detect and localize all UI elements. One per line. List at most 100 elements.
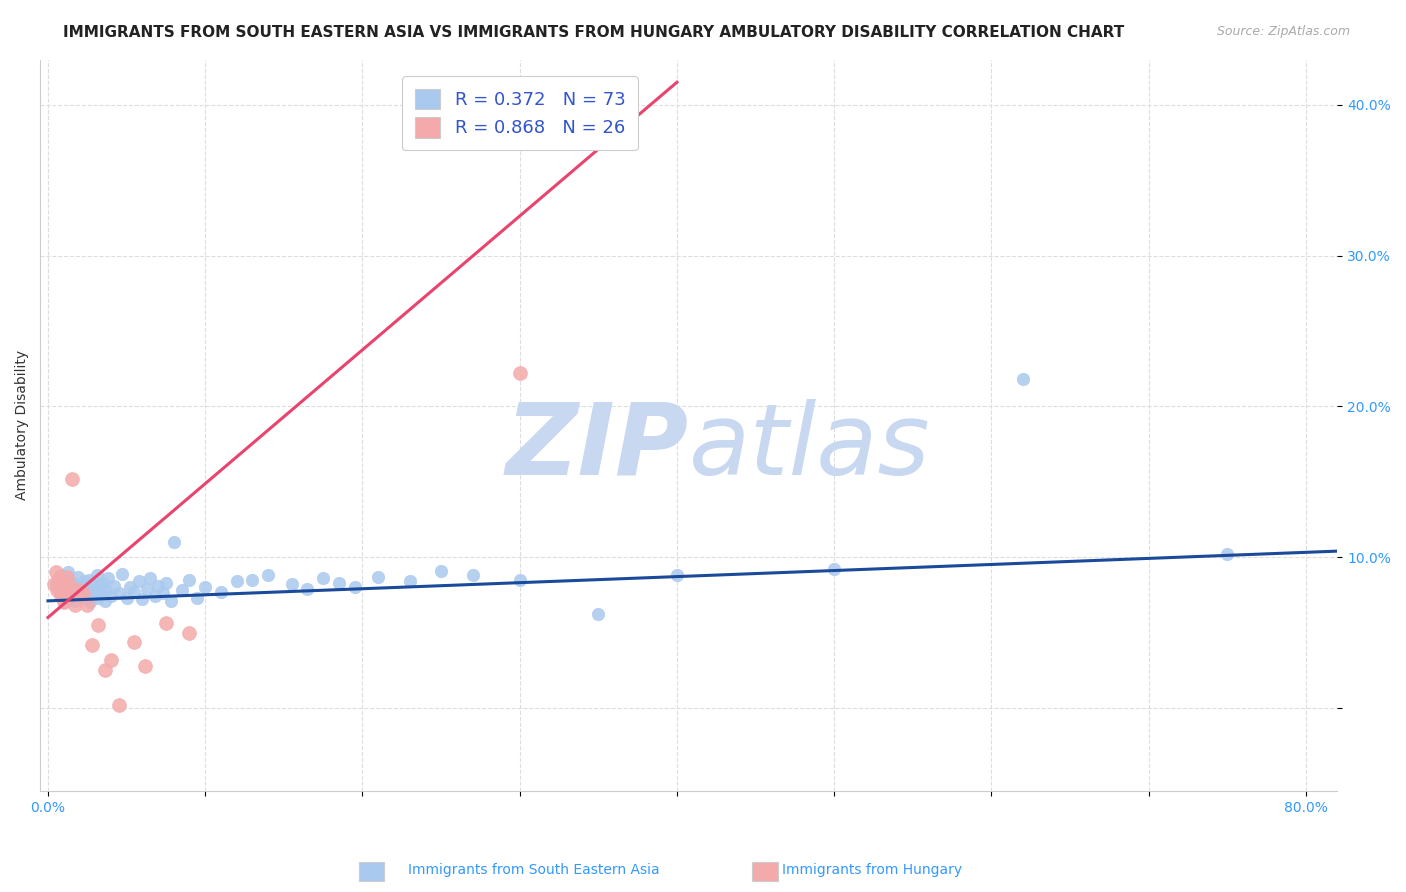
Point xyxy=(76,583,98,598)
Point xyxy=(80,577,103,591)
Point xyxy=(823,562,845,576)
Point xyxy=(72,586,94,600)
Point xyxy=(209,584,232,599)
Point xyxy=(72,586,94,600)
Point xyxy=(87,591,110,605)
Point xyxy=(242,573,264,587)
Point xyxy=(52,595,75,609)
Point xyxy=(77,573,100,587)
Point xyxy=(588,607,610,622)
Text: Immigrants from Hungary: Immigrants from Hungary xyxy=(782,863,962,877)
Point xyxy=(48,571,70,585)
Point xyxy=(96,583,118,598)
Point xyxy=(63,599,86,613)
Point xyxy=(91,575,114,590)
Point xyxy=(56,570,79,584)
Point xyxy=(159,594,181,608)
Point xyxy=(155,616,177,631)
Point xyxy=(131,592,153,607)
Point xyxy=(430,564,453,578)
Point xyxy=(1012,372,1035,386)
Point xyxy=(49,568,72,582)
Point xyxy=(100,590,122,604)
Point xyxy=(67,590,90,604)
Point xyxy=(66,583,89,598)
Text: IMMIGRANTS FROM SOUTH EASTERN ASIA VS IMMIGRANTS FROM HUNGARY AMBULATORY DISABIL: IMMIGRANTS FROM SOUTH EASTERN ASIA VS IM… xyxy=(63,25,1125,40)
Point xyxy=(53,582,76,596)
Point xyxy=(58,588,80,602)
Text: Immigrants from South Eastern Asia: Immigrants from South Eastern Asia xyxy=(409,863,659,877)
Point xyxy=(44,577,66,591)
Point xyxy=(312,571,335,585)
Point xyxy=(107,586,129,600)
Point xyxy=(60,472,83,486)
Point xyxy=(152,586,174,600)
Point xyxy=(60,586,83,600)
Point xyxy=(73,574,96,589)
Point xyxy=(70,579,93,593)
Point xyxy=(179,573,201,587)
Point xyxy=(46,583,69,598)
Legend: R = 0.372   N = 73, R = 0.868   N = 26: R = 0.372 N = 73, R = 0.868 N = 26 xyxy=(402,76,638,150)
Point xyxy=(59,579,82,593)
Y-axis label: Ambulatory Disability: Ambulatory Disability xyxy=(15,351,30,500)
Point xyxy=(93,663,115,677)
Point xyxy=(58,566,80,580)
Point xyxy=(97,571,120,585)
Point xyxy=(134,658,156,673)
Point xyxy=(111,566,134,581)
Point xyxy=(328,575,350,590)
Point xyxy=(155,575,177,590)
Point xyxy=(509,366,531,380)
Point xyxy=(51,588,73,602)
Point xyxy=(146,579,169,593)
Point xyxy=(49,590,72,604)
Point xyxy=(170,583,193,598)
Text: Source: ZipAtlas.com: Source: ZipAtlas.com xyxy=(1216,25,1350,38)
Point xyxy=(52,595,75,609)
Point xyxy=(139,571,162,585)
Point xyxy=(179,625,201,640)
Point xyxy=(51,575,73,590)
Point xyxy=(398,574,420,589)
Point xyxy=(84,588,107,602)
Point xyxy=(75,592,97,607)
Point xyxy=(45,577,67,591)
Point xyxy=(163,535,186,549)
Point xyxy=(90,586,112,600)
Point xyxy=(367,570,389,584)
Point xyxy=(136,582,159,596)
Point xyxy=(87,618,110,632)
Point xyxy=(45,566,67,580)
Point xyxy=(89,580,111,594)
Point xyxy=(194,580,217,594)
Point xyxy=(79,595,101,609)
Point xyxy=(124,634,146,648)
Point xyxy=(59,591,82,605)
Point xyxy=(124,584,146,599)
Point xyxy=(297,582,319,596)
Point xyxy=(257,568,280,582)
Point xyxy=(62,575,84,590)
Point xyxy=(225,574,247,589)
Point xyxy=(86,568,108,582)
Text: ZIP: ZIP xyxy=(506,399,689,496)
Point xyxy=(118,580,141,594)
Point xyxy=(52,573,75,587)
Point xyxy=(80,638,103,652)
Point xyxy=(93,594,115,608)
Point xyxy=(1216,547,1239,561)
Point xyxy=(186,591,208,605)
Point xyxy=(128,574,150,589)
Point xyxy=(48,583,70,598)
Point xyxy=(103,579,125,593)
Point xyxy=(66,570,89,584)
Point xyxy=(65,582,87,596)
Point xyxy=(115,591,138,605)
Point xyxy=(83,584,105,599)
Point xyxy=(461,568,484,582)
Point xyxy=(56,580,79,594)
Point xyxy=(100,653,122,667)
Point xyxy=(76,599,98,613)
Text: atlas: atlas xyxy=(689,399,931,496)
